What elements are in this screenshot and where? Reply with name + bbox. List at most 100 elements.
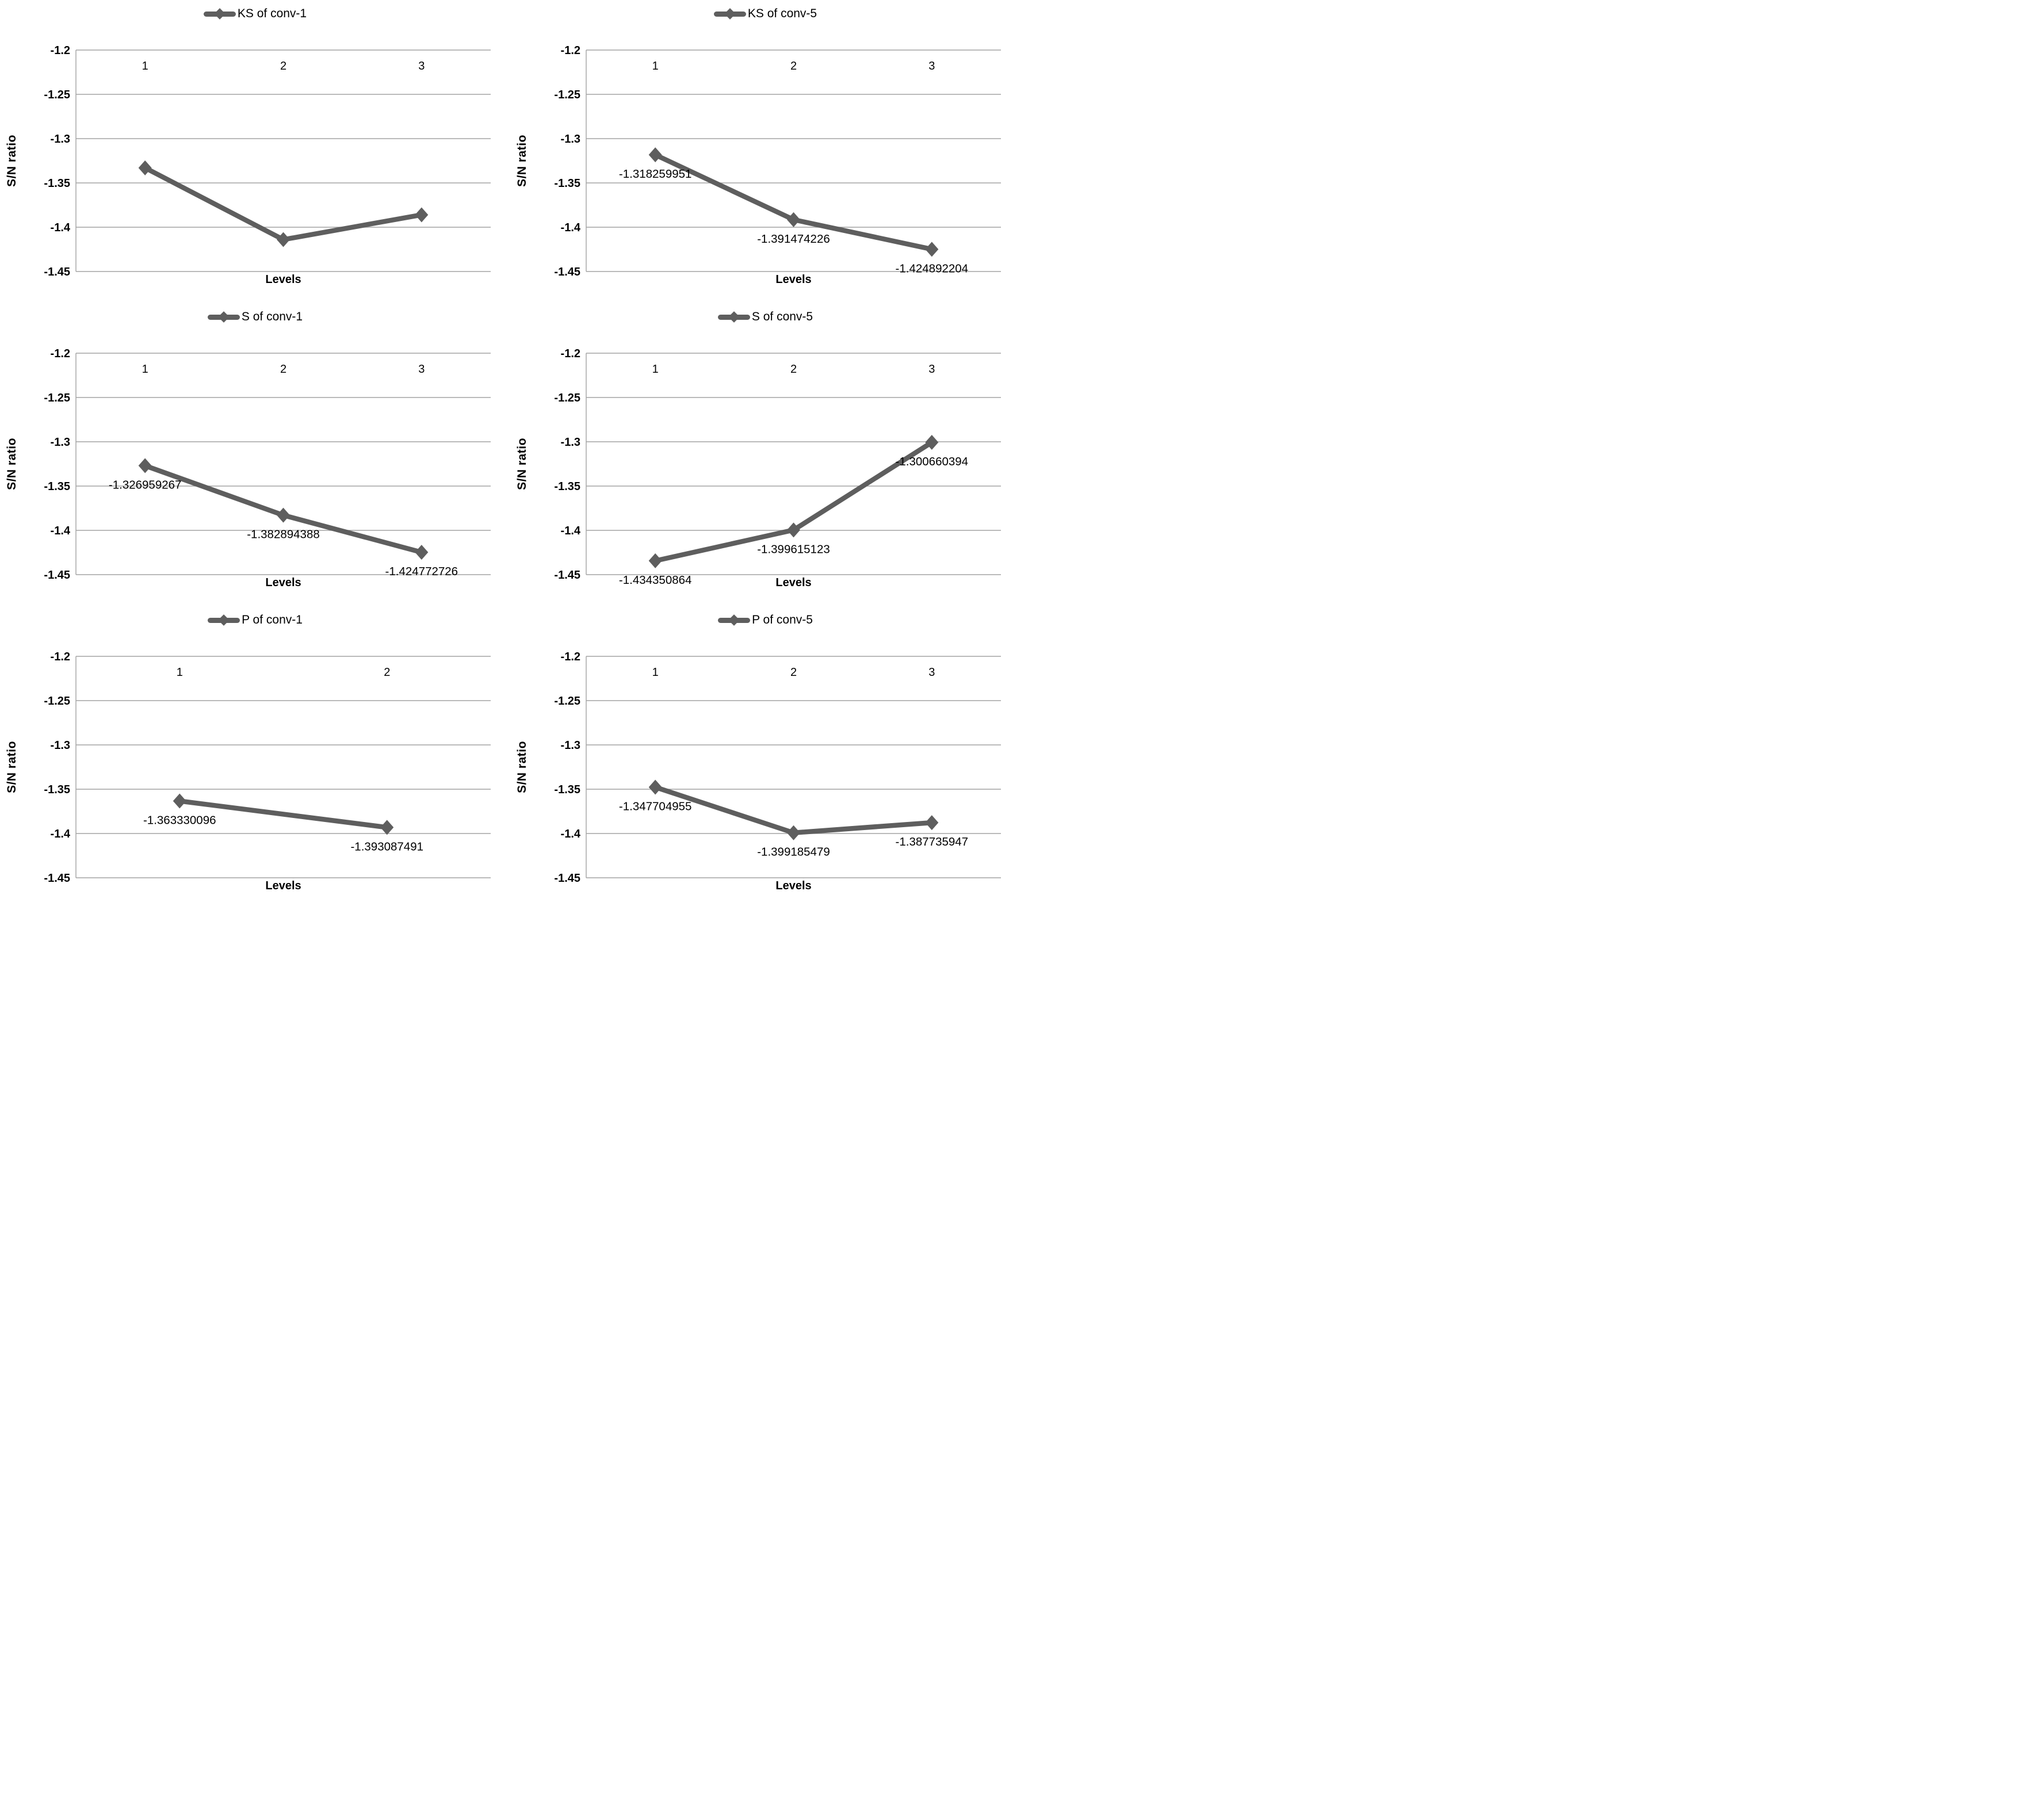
- chart-legend: S of conv-1: [0, 309, 510, 324]
- x-category-label: 1: [652, 363, 659, 376]
- y-tick-label: -1.3: [51, 739, 70, 752]
- data-point-marker-icon: [415, 545, 429, 560]
- legend-label: P of conv-1: [242, 613, 303, 626]
- x-axis-title: Levels: [265, 576, 301, 589]
- y-tick-label: -1.25: [44, 392, 70, 404]
- y-tick-label: -1.2: [51, 44, 70, 57]
- y-tick-label: -1.35: [44, 177, 70, 190]
- data-point-marker-icon: [648, 147, 662, 163]
- data-point-marker-icon: [787, 522, 800, 538]
- legend-diamond-icon: [728, 311, 740, 323]
- y-tick-label: -1.3: [561, 133, 580, 146]
- x-category-label: 2: [384, 666, 390, 679]
- plot-area: -1.2 -1.25 -1.3 -1.35 -1.4 -1.45 S/N ratio Leve…: [515, 651, 1001, 892]
- y-tick-label: -1.4: [561, 828, 581, 840]
- plot-area: -1.2 -1.25 -1.3 -1.35 -1.4 -1.45 S/N ratio Leve…: [515, 44, 1001, 286]
- x-category-label: 1: [142, 60, 148, 72]
- y-tick-label: -1.35: [44, 783, 70, 796]
- y-axis-title: S/N ratio: [5, 135, 18, 187]
- x-category-label: 3: [928, 60, 935, 72]
- y-tick-label: -1.25: [554, 89, 580, 101]
- y-tick-label: -1.35: [554, 783, 580, 796]
- series-line: [142, 165, 425, 242]
- y-tick-label: -1.4: [561, 525, 581, 537]
- y-tick-label: -1.45: [554, 266, 580, 278]
- y-tick-label: -1.45: [44, 569, 70, 582]
- y-tick-label: -1.25: [44, 695, 70, 708]
- y-tick-label: -1.25: [554, 695, 580, 708]
- data-label: -1.399615123: [757, 542, 830, 556]
- y-tick-label: -1.4: [51, 221, 71, 234]
- y-tick-label: -1.4: [51, 525, 71, 537]
- y-tick-label: -1.45: [554, 569, 580, 582]
- legend-label: S of conv-5: [751, 310, 813, 323]
- x-category-label: 2: [790, 666, 797, 679]
- data-label: -1.387735947: [896, 835, 969, 848]
- plot-area: -1.2 -1.25 -1.3 -1.35 -1.4 -1.45 S/N ratio Leve…: [5, 44, 491, 286]
- x-category-label: 3: [928, 666, 935, 679]
- plot-area: -1.2 -1.25 -1.3 -1.35 -1.4 -1.45 S/N ratio Leve…: [5, 651, 491, 892]
- y-tick-label: -1.3: [561, 436, 580, 449]
- y-tick-label: -1.35: [554, 480, 580, 493]
- series-line-marker-icon: [718, 614, 751, 626]
- x-axis-title: Levels: [265, 880, 301, 892]
- series-line-marker-icon: [713, 7, 746, 20]
- data-point-marker-icon: [787, 212, 800, 227]
- data-point-marker-icon: [138, 458, 152, 473]
- data-label: -1.382894388: [247, 528, 320, 541]
- x-axis-title: Levels: [775, 273, 811, 286]
- y-tick-label: -1.45: [44, 266, 70, 278]
- data-point-marker-icon: [173, 793, 186, 809]
- y-tick-label: -1.45: [554, 872, 580, 885]
- data-label: -1.363330096: [143, 814, 216, 827]
- series-line-marker-icon: [208, 614, 240, 626]
- y-axis-title: S/N ratio: [515, 438, 529, 490]
- chart-legend: KS of conv-5: [510, 6, 1021, 21]
- data-point-marker-icon: [925, 815, 939, 831]
- y-tick-label: -1.25: [554, 392, 580, 404]
- legend-diamond-icon: [724, 8, 736, 20]
- plot-area: -1.2 -1.25 -1.3 -1.35 -1.4 -1.45 S/N ratio Leve…: [515, 347, 1001, 589]
- x-axis-title: Levels: [265, 273, 301, 286]
- data-label: -1.300660394: [896, 455, 969, 468]
- chart-legend: KS of conv-1: [0, 6, 510, 21]
- y-tick-label: -1.2: [561, 651, 580, 663]
- data-point-marker-icon: [925, 242, 939, 257]
- chart-s-of-conv-5: S of conv-5 -1.2 -1.25 -1.3 -1.35 -1.4 -1.45 S…: [510, 303, 1021, 606]
- y-tick-label: -1.45: [44, 872, 70, 885]
- series-line-marker-icon: [207, 311, 240, 323]
- data-point-marker-icon: [648, 779, 662, 795]
- y-tick-label: -1.2: [51, 347, 70, 360]
- data-label: -1.326959267: [109, 479, 182, 492]
- data-point-marker-icon: [277, 507, 290, 523]
- x-axis-title: Levels: [775, 576, 811, 589]
- y-tick-label: -1.2: [561, 347, 580, 360]
- y-tick-label: -1.35: [554, 177, 580, 190]
- y-axis-title: S/N ratio: [5, 438, 18, 490]
- data-point-marker-icon: [925, 435, 939, 450]
- x-category-label: 2: [280, 363, 286, 376]
- series-line: [177, 798, 389, 830]
- x-axis-title: Levels: [775, 880, 811, 892]
- x-category-label: 2: [790, 60, 797, 72]
- y-tick-label: -1.35: [44, 480, 70, 493]
- legend-label: S of conv-1: [241, 310, 303, 323]
- series-line-marker-icon: [203, 7, 236, 20]
- chart-p-of-conv-5: P of conv-5 -1.2 -1.25 -1.3 -1.35 -1.4 -1.45 S…: [510, 606, 1021, 909]
- legend-diamond-icon: [728, 614, 740, 626]
- x-category-label: 2: [280, 60, 286, 72]
- y-tick-label: -1.3: [561, 739, 580, 752]
- y-axis-title: S/N ratio: [515, 741, 529, 793]
- data-label: -1.318259951: [619, 167, 692, 181]
- legend-label: KS of conv-5: [747, 7, 817, 20]
- chart-ks-of-conv-1: KS of conv-1 -1.2 -1.25 -1.3 -1.35 -1.4 -1.45…: [0, 0, 510, 303]
- chart-legend: P of conv-1: [0, 613, 510, 628]
- chart-ks-of-conv-5: KS of conv-5 -1.2 -1.25 -1.3 -1.35 -1.4 -1.45…: [510, 0, 1021, 303]
- data-point-marker-icon: [138, 160, 152, 175]
- data-label: -1.424892204: [896, 262, 969, 275]
- legend-label: KS of conv-1: [237, 7, 307, 20]
- data-label: -1.399185479: [757, 846, 830, 859]
- y-tick-label: -1.3: [51, 133, 70, 146]
- data-point-marker-icon: [787, 825, 800, 840]
- chart-p-of-conv-1: P of conv-1 -1.2 -1.25 -1.3 -1.35 -1.4 -1.45 S…: [0, 606, 510, 909]
